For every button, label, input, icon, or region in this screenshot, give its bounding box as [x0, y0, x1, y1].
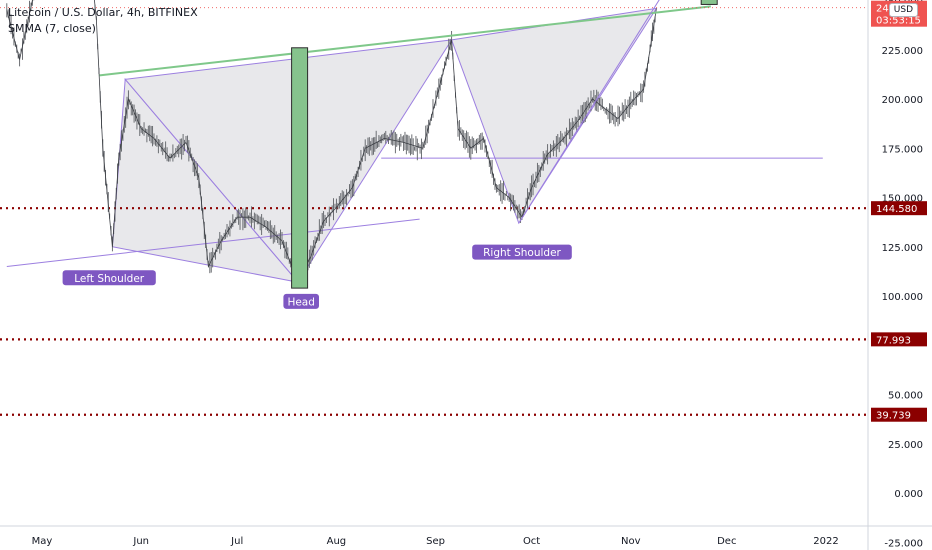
- x-tick-label: Jul: [230, 536, 243, 547]
- x-tick-label: Dec: [717, 536, 736, 547]
- chart-header: Litecoin / U.S. Dollar, 4h, BITFINEX SMM…: [8, 5, 198, 37]
- x-tick-label: Sep: [426, 536, 445, 547]
- price-line: [6, 0, 657, 284]
- y-tick-label: 100.000: [882, 292, 923, 303]
- pattern-triangle: [124, 39, 453, 284]
- pattern-label-bg: [62, 270, 156, 286]
- chart-title: Litecoin / U.S. Dollar, 4h, BITFINEX: [8, 6, 198, 19]
- y-tick-label: 0.000: [894, 489, 923, 500]
- pattern-label: Left Shoulder: [74, 273, 145, 285]
- level-tag: 144.580: [876, 204, 917, 215]
- pattern-label: Head: [287, 296, 314, 308]
- level-tag: 39.739: [876, 411, 911, 422]
- target-line: [518, 0, 660, 224]
- level-tag: 77.993: [876, 335, 911, 346]
- x-tick-label: Oct: [523, 536, 540, 547]
- y-tick-label: -25.000: [884, 538, 923, 549]
- measure-bar: [700, 0, 718, 5]
- y-tick-label: 25.000: [888, 440, 923, 451]
- neckline: [99, 5, 711, 77]
- measure-bar: [291, 47, 309, 289]
- lower-trendline: [6, 218, 420, 267]
- pattern-label-bg: [283, 293, 319, 309]
- y-tick-label: 125.000: [882, 243, 923, 254]
- x-tick-label: Aug: [327, 536, 347, 547]
- currency-selector[interactable]: USD: [888, 3, 918, 17]
- y-tick-label: 150.000: [882, 194, 923, 205]
- level-tag-bg: [871, 332, 927, 347]
- y-tick-label: 200.000: [882, 95, 923, 106]
- pattern-label-bg: [472, 244, 572, 260]
- y-tick-label: 225.000: [882, 46, 923, 57]
- x-tick-label: 2022: [813, 536, 838, 547]
- y-tick-label: 175.000: [882, 144, 923, 155]
- x-tick-label: Nov: [621, 536, 641, 547]
- x-tick-label: Jun: [132, 536, 149, 547]
- indicator-label: SMMA (7, close): [8, 22, 96, 35]
- level-tag-bg: [871, 201, 927, 216]
- y-tick-label: 50.000: [888, 391, 923, 402]
- pattern-label: Right Shoulder: [483, 247, 561, 259]
- level-tag-bg: [871, 407, 927, 422]
- countdown-tag: 03:53:15: [876, 16, 921, 27]
- x-tick-label: May: [32, 536, 53, 547]
